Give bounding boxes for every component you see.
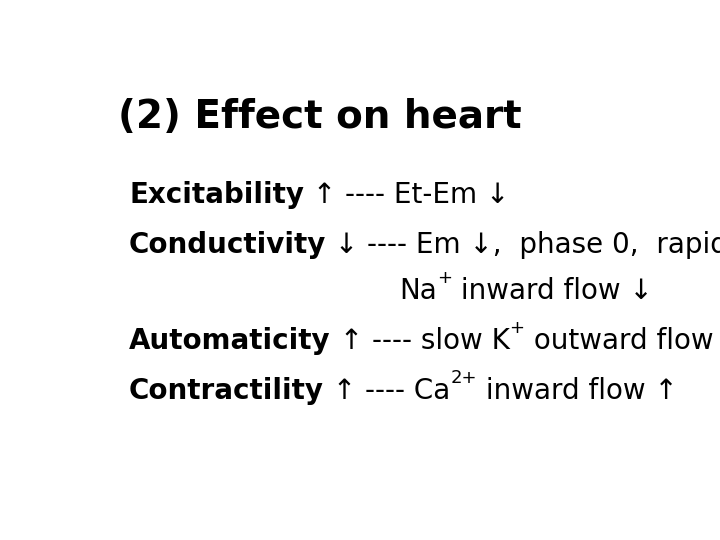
Text: ↑ ---- Et-Em ↓: ↑ ---- Et-Em ↓: [304, 181, 509, 209]
Text: 2+: 2+: [450, 369, 477, 387]
Text: ↓ ---- Em ↓,  phase 0,  rapid: ↓ ---- Em ↓, phase 0, rapid: [326, 231, 720, 259]
Text: ↑ ---- slow K: ↑ ---- slow K: [330, 327, 510, 355]
Text: inward flow ↓: inward flow ↓: [452, 277, 653, 305]
Text: (2) Effect on heart: (2) Effect on heart: [118, 98, 521, 136]
Text: Na: Na: [400, 277, 438, 305]
Text: outward flow ↓: outward flow ↓: [525, 327, 720, 355]
Text: Excitability: Excitability: [129, 181, 304, 209]
Text: +: +: [438, 269, 452, 287]
Text: ↑ ---- Ca: ↑ ---- Ca: [324, 377, 450, 404]
Text: Automaticity: Automaticity: [129, 327, 330, 355]
Text: +: +: [510, 319, 525, 338]
Text: inward flow ↑: inward flow ↑: [477, 377, 678, 404]
Text: Contractility: Contractility: [129, 377, 324, 404]
Text: Conductivity: Conductivity: [129, 231, 326, 259]
